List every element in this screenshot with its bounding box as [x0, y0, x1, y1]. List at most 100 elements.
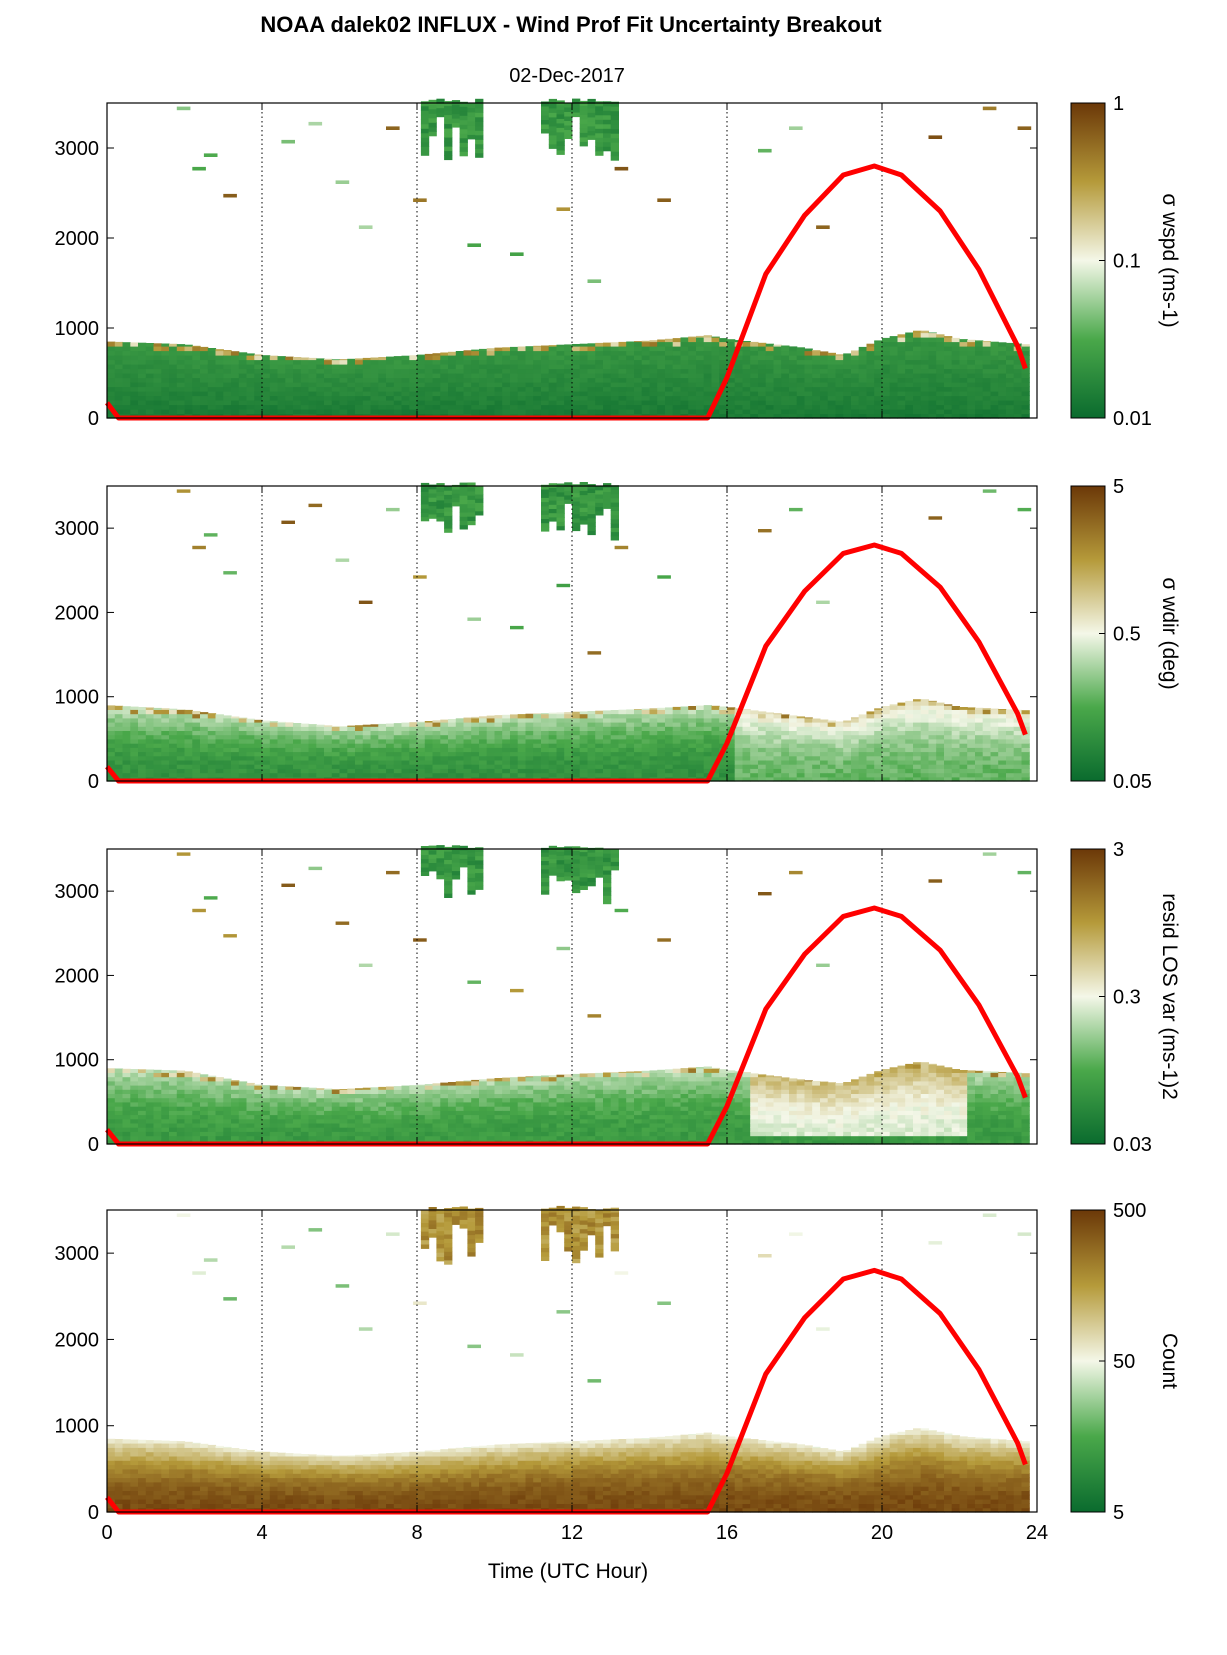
- heatmap-cell: [766, 747, 774, 752]
- heatmap-cell: [402, 773, 410, 778]
- heatmap-cell: [774, 396, 782, 401]
- heatmap-cell: [828, 773, 836, 778]
- heatmap-cell: [983, 391, 991, 396]
- heatmap-cell: [851, 373, 859, 378]
- heatmap-cell: [301, 726, 309, 731]
- heatmap-cell: [975, 747, 983, 752]
- heatmap-cell: [223, 768, 231, 773]
- heatmap-cell: [797, 378, 805, 383]
- heatmap-cell: [471, 355, 479, 360]
- heatmap-cell: [347, 382, 355, 387]
- heatmap-cell: [223, 382, 231, 387]
- heatmap-cell: [460, 487, 468, 492]
- heatmap-cell: [921, 391, 929, 396]
- heatmap-cell: [402, 768, 410, 773]
- heatmap-cell: [859, 400, 867, 405]
- heatmap-cell: [208, 351, 216, 356]
- heatmap-cell: [285, 409, 293, 414]
- heatmap-cell: [115, 735, 123, 740]
- heatmap-cell: [929, 409, 937, 414]
- heatmap-cell: [1006, 409, 1014, 414]
- heatmap-cell: [301, 747, 309, 752]
- heatmap-cell: [417, 396, 425, 401]
- heatmap-cell: [1006, 747, 1014, 752]
- heatmap-cell: [750, 752, 758, 757]
- heatmap-cell: [619, 718, 627, 723]
- heatmap-cell: [340, 1110, 348, 1115]
- heatmap-cell: [967, 405, 975, 410]
- heatmap-cell: [115, 1069, 123, 1073]
- heatmap-cell: [766, 760, 774, 765]
- heatmap-cell: [440, 735, 448, 740]
- heatmap-cell: [665, 760, 673, 765]
- heatmap-cell: [642, 360, 650, 365]
- heatmap-cell: [611, 378, 619, 383]
- heatmap-cell: [704, 756, 712, 761]
- heatmap-cell: [177, 382, 185, 387]
- heatmap-cell: [115, 1077, 123, 1082]
- heatmap-cell: [444, 119, 452, 124]
- colorbar-tick-label: 0.1: [1113, 251, 1141, 273]
- heatmap-cell: [549, 144, 557, 149]
- heatmap-cell: [611, 718, 619, 723]
- heatmap-cell: [386, 760, 394, 765]
- heatmap-cell: [223, 1110, 231, 1115]
- heatmap-cell: [998, 391, 1006, 396]
- heatmap-cell: [696, 378, 704, 383]
- heatmap-cell: [549, 722, 557, 727]
- heatmap-cell: [433, 391, 441, 396]
- heatmap-cell: [673, 709, 681, 714]
- heatmap-cell: [223, 360, 231, 365]
- heatmap-cell: [595, 101, 603, 106]
- heatmap-cell: [502, 722, 510, 727]
- heatmap-cell: [712, 337, 720, 338]
- heatmap-cell: [541, 726, 549, 731]
- heatmap-cell: [371, 360, 379, 365]
- heatmap-cell: [161, 1072, 169, 1077]
- heatmap-cell: [882, 409, 890, 414]
- heatmap-cell: [386, 126, 400, 130]
- heatmap-cell: [1022, 405, 1030, 410]
- heatmap-cell: [123, 396, 131, 401]
- heatmap-cell: [479, 409, 487, 414]
- heatmap-cell: [681, 764, 689, 769]
- heatmap-cell: [944, 337, 952, 342]
- heatmap-cell: [204, 153, 218, 157]
- heatmap-cell: [526, 396, 534, 401]
- heatmap-cell: [758, 387, 766, 392]
- heatmap-cell: [603, 378, 611, 383]
- heatmap-cell: [115, 1089, 123, 1094]
- heatmap-cell: [564, 391, 572, 396]
- heatmap-cell: [301, 1119, 309, 1124]
- heatmap-cell: [626, 743, 634, 748]
- heatmap-cell: [495, 369, 503, 374]
- heatmap-cell: [564, 369, 572, 374]
- heatmap-cell: [332, 1119, 340, 1124]
- heatmap-cell: [657, 714, 665, 719]
- heatmap-cell: [138, 730, 146, 735]
- heatmap-cell: [650, 391, 658, 396]
- heatmap-cell: [533, 351, 541, 356]
- heatmap-cell: [394, 743, 402, 748]
- heatmap-cell: [843, 739, 851, 744]
- heatmap-cell: [239, 1102, 247, 1107]
- heatmap-cell: [502, 387, 510, 392]
- heatmap-cell: [619, 409, 627, 414]
- heatmap-cell: [549, 346, 557, 351]
- heatmap-cell: [820, 373, 828, 378]
- heatmap-cell: [688, 405, 696, 410]
- heatmap-cell: [650, 342, 658, 347]
- heatmap-cell: [130, 1085, 138, 1090]
- heatmap-cell: [169, 730, 177, 735]
- heatmap-cell: [774, 382, 782, 387]
- heatmap-cell: [464, 756, 472, 761]
- heatmap-cell: [750, 369, 758, 374]
- heatmap-cell: [371, 773, 379, 778]
- heatmap-cell: [231, 409, 239, 414]
- heatmap-cell: [828, 353, 836, 356]
- heatmap-cell: [293, 1110, 301, 1115]
- heatmap-cell: [634, 364, 642, 369]
- heatmap-cell: [619, 722, 627, 727]
- heatmap-cell: [452, 118, 460, 123]
- heatmap-cell: [580, 382, 588, 387]
